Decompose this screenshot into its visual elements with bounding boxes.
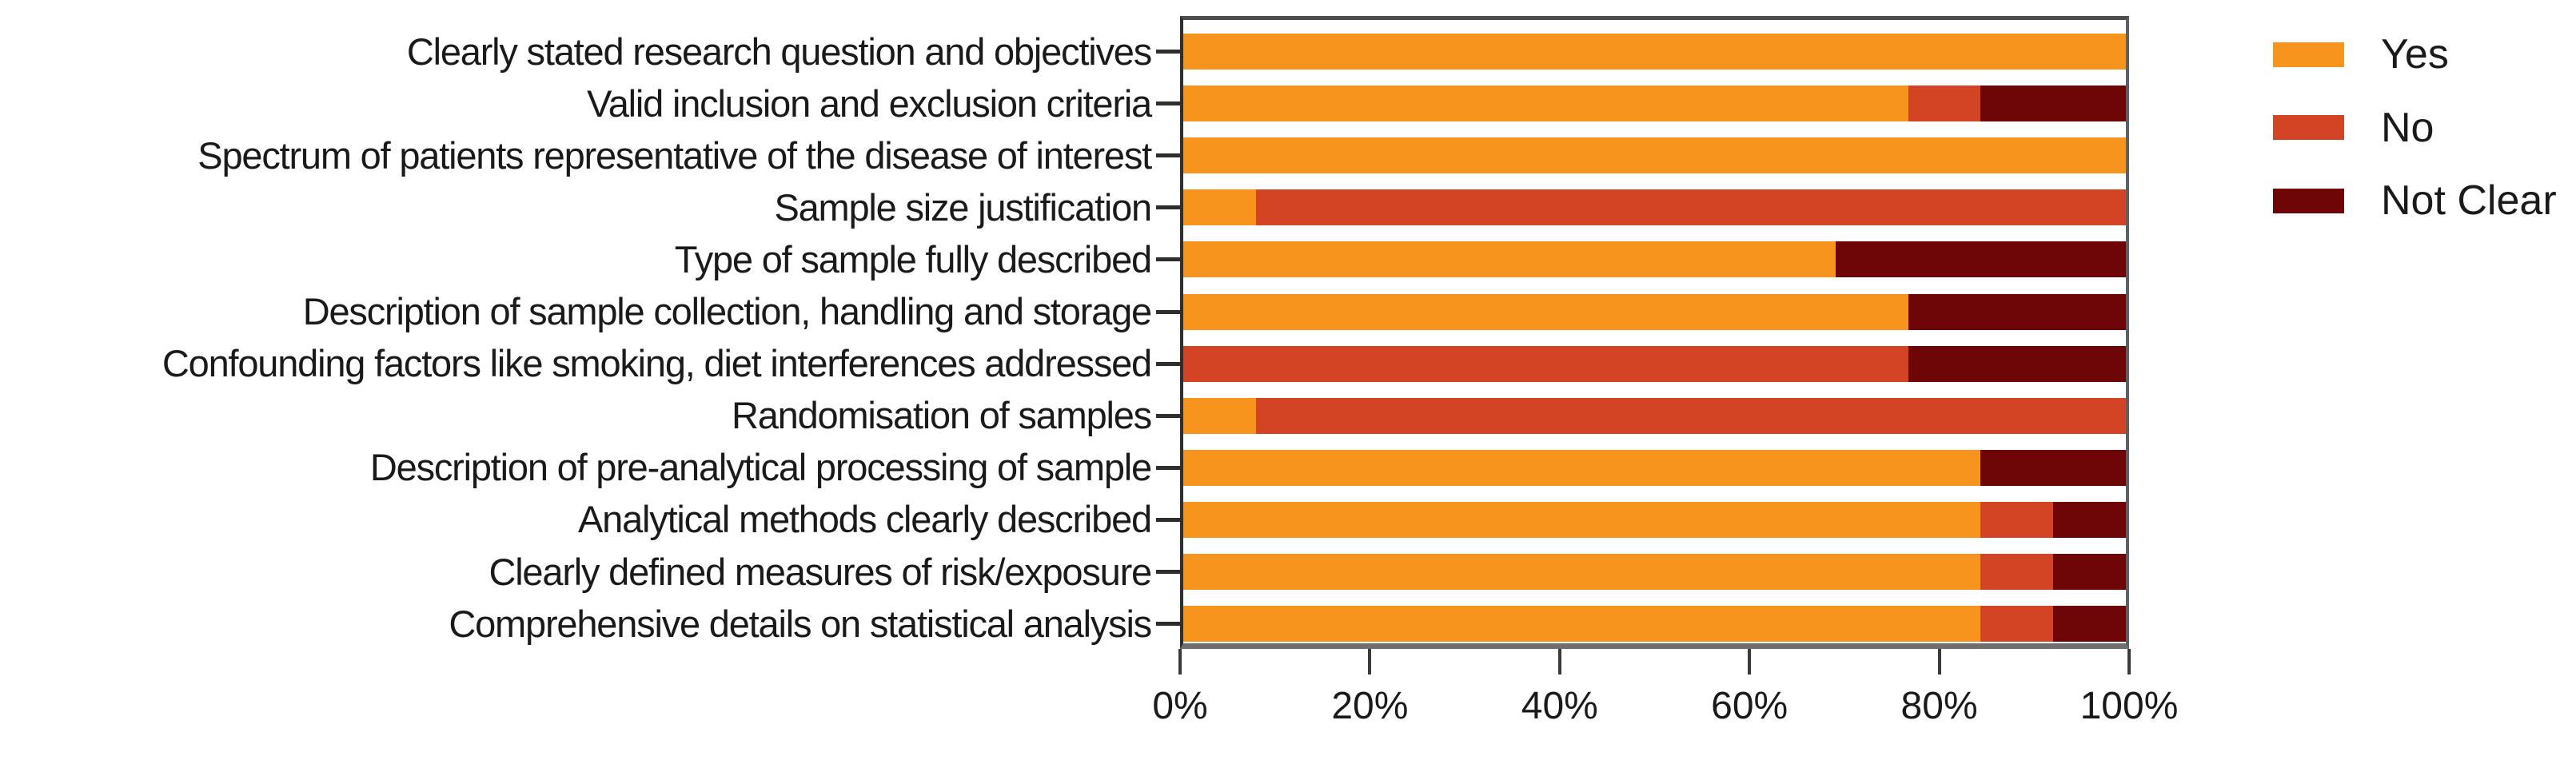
bar-row <box>1183 554 2126 590</box>
bar-row <box>1183 501 2126 538</box>
x-tick-label: 0% <box>1152 685 1208 727</box>
legend-swatch-no <box>2273 115 2344 140</box>
bar-row <box>1183 241 2126 278</box>
x-tick-label: 80% <box>1900 685 1978 727</box>
bar-row <box>1183 345 2126 382</box>
bar-segment-not-clear <box>2053 606 2126 643</box>
x-tick-mark <box>1748 649 1752 674</box>
bar-row <box>1183 293 2126 330</box>
bar-segment-no <box>1183 345 1908 382</box>
y-tick-mark <box>1156 101 1180 106</box>
category-label: Sample size justification <box>774 185 1152 229</box>
legend-item: No <box>2273 104 2434 152</box>
bar-segment-yes <box>1183 189 1256 226</box>
bar-segment-no <box>1980 554 2054 590</box>
category-label: Clearly stated research question and obj… <box>406 30 1152 73</box>
y-tick-mark <box>1156 517 1180 522</box>
bar-segment-yes <box>1183 606 1981 643</box>
bar-segment-no <box>1908 86 1981 122</box>
y-tick-mark <box>1156 361 1180 366</box>
bar-segment-not-clear <box>1908 345 2126 382</box>
bar-segment-yes <box>1183 86 1908 122</box>
category-label: Description of sample collection, handli… <box>302 290 1152 332</box>
x-tick-label: 60% <box>1711 685 1788 727</box>
bar-segment-not-clear <box>2053 554 2126 590</box>
bar-segment-no <box>1255 189 2126 226</box>
bar-segment-yes <box>1183 449 1981 486</box>
category-label: Confounding factors like smoking, diet i… <box>161 342 1152 385</box>
y-tick-mark <box>1156 413 1180 418</box>
bar-segment-yes <box>1183 501 1981 538</box>
bar-row <box>1183 86 2126 122</box>
bar-row <box>1183 137 2126 174</box>
y-tick-mark <box>1156 465 1180 470</box>
x-tick-mark <box>2127 649 2131 674</box>
bar-segment-not-clear <box>1835 241 2126 278</box>
legend-swatch-yes <box>2273 42 2344 67</box>
x-tick-mark <box>1557 649 1561 674</box>
category-label: Type of sample fully described <box>674 237 1152 281</box>
bar-row <box>1183 34 2126 70</box>
bar-segment-not-clear <box>2053 501 2126 538</box>
bar-segment-yes <box>1183 137 2126 174</box>
y-tick-mark <box>1156 570 1180 574</box>
y-tick-mark <box>1156 309 1180 314</box>
y-tick-mark <box>1156 257 1180 262</box>
bar-segment-yes <box>1183 397 1256 434</box>
category-label: Analytical methods clearly described <box>578 498 1152 541</box>
plot-area <box>1180 16 2129 649</box>
bar-segment-no <box>1980 606 2054 643</box>
legend-swatch-not-clear <box>2273 188 2344 213</box>
bar-segment-no <box>1255 397 2126 434</box>
bar-segment-no <box>1980 501 2054 538</box>
legend-label: Not Clear <box>2381 177 2557 224</box>
x-tick-label: 40% <box>1521 685 1598 727</box>
category-label: Comprehensive details on statistical ana… <box>449 602 1152 645</box>
bar-segment-yes <box>1183 554 1981 590</box>
bar-segment-not-clear <box>1980 86 2126 122</box>
legend-item: Yes <box>2273 30 2449 78</box>
bar-segment-yes <box>1183 293 1908 330</box>
y-tick-mark <box>1156 622 1180 627</box>
bar-segment-not-clear <box>1980 449 2126 486</box>
category-label: Spectrum of patients representative of t… <box>197 133 1152 177</box>
category-label: Clearly defined measures of risk/exposur… <box>488 550 1152 593</box>
bar-row <box>1183 397 2126 434</box>
y-tick-mark <box>1156 153 1180 158</box>
x-tick-label: 20% <box>1331 685 1409 727</box>
x-tick-mark <box>1368 649 1372 674</box>
bar-segment-yes <box>1183 241 1836 278</box>
bar-row <box>1183 606 2126 643</box>
bar-row <box>1183 449 2126 486</box>
legend-label: Yes <box>2381 31 2449 78</box>
category-label: Valid inclusion and exclusion criteria <box>587 82 1152 125</box>
y-tick-mark <box>1156 50 1180 54</box>
category-label: Description of pre-analytical processing… <box>369 446 1152 489</box>
category-label: Randomisation of samples <box>731 394 1152 437</box>
bar-row <box>1183 189 2126 226</box>
bar-segment-yes <box>1183 34 2126 70</box>
x-tick-mark <box>1178 649 1182 674</box>
legend-label: No <box>2381 104 2434 151</box>
legend-item: Not Clear <box>2273 177 2557 225</box>
x-tick-mark <box>1937 649 1941 674</box>
y-tick-mark <box>1156 205 1180 210</box>
x-tick-label: 100% <box>2080 685 2179 727</box>
bar-segment-not-clear <box>1908 293 2126 330</box>
